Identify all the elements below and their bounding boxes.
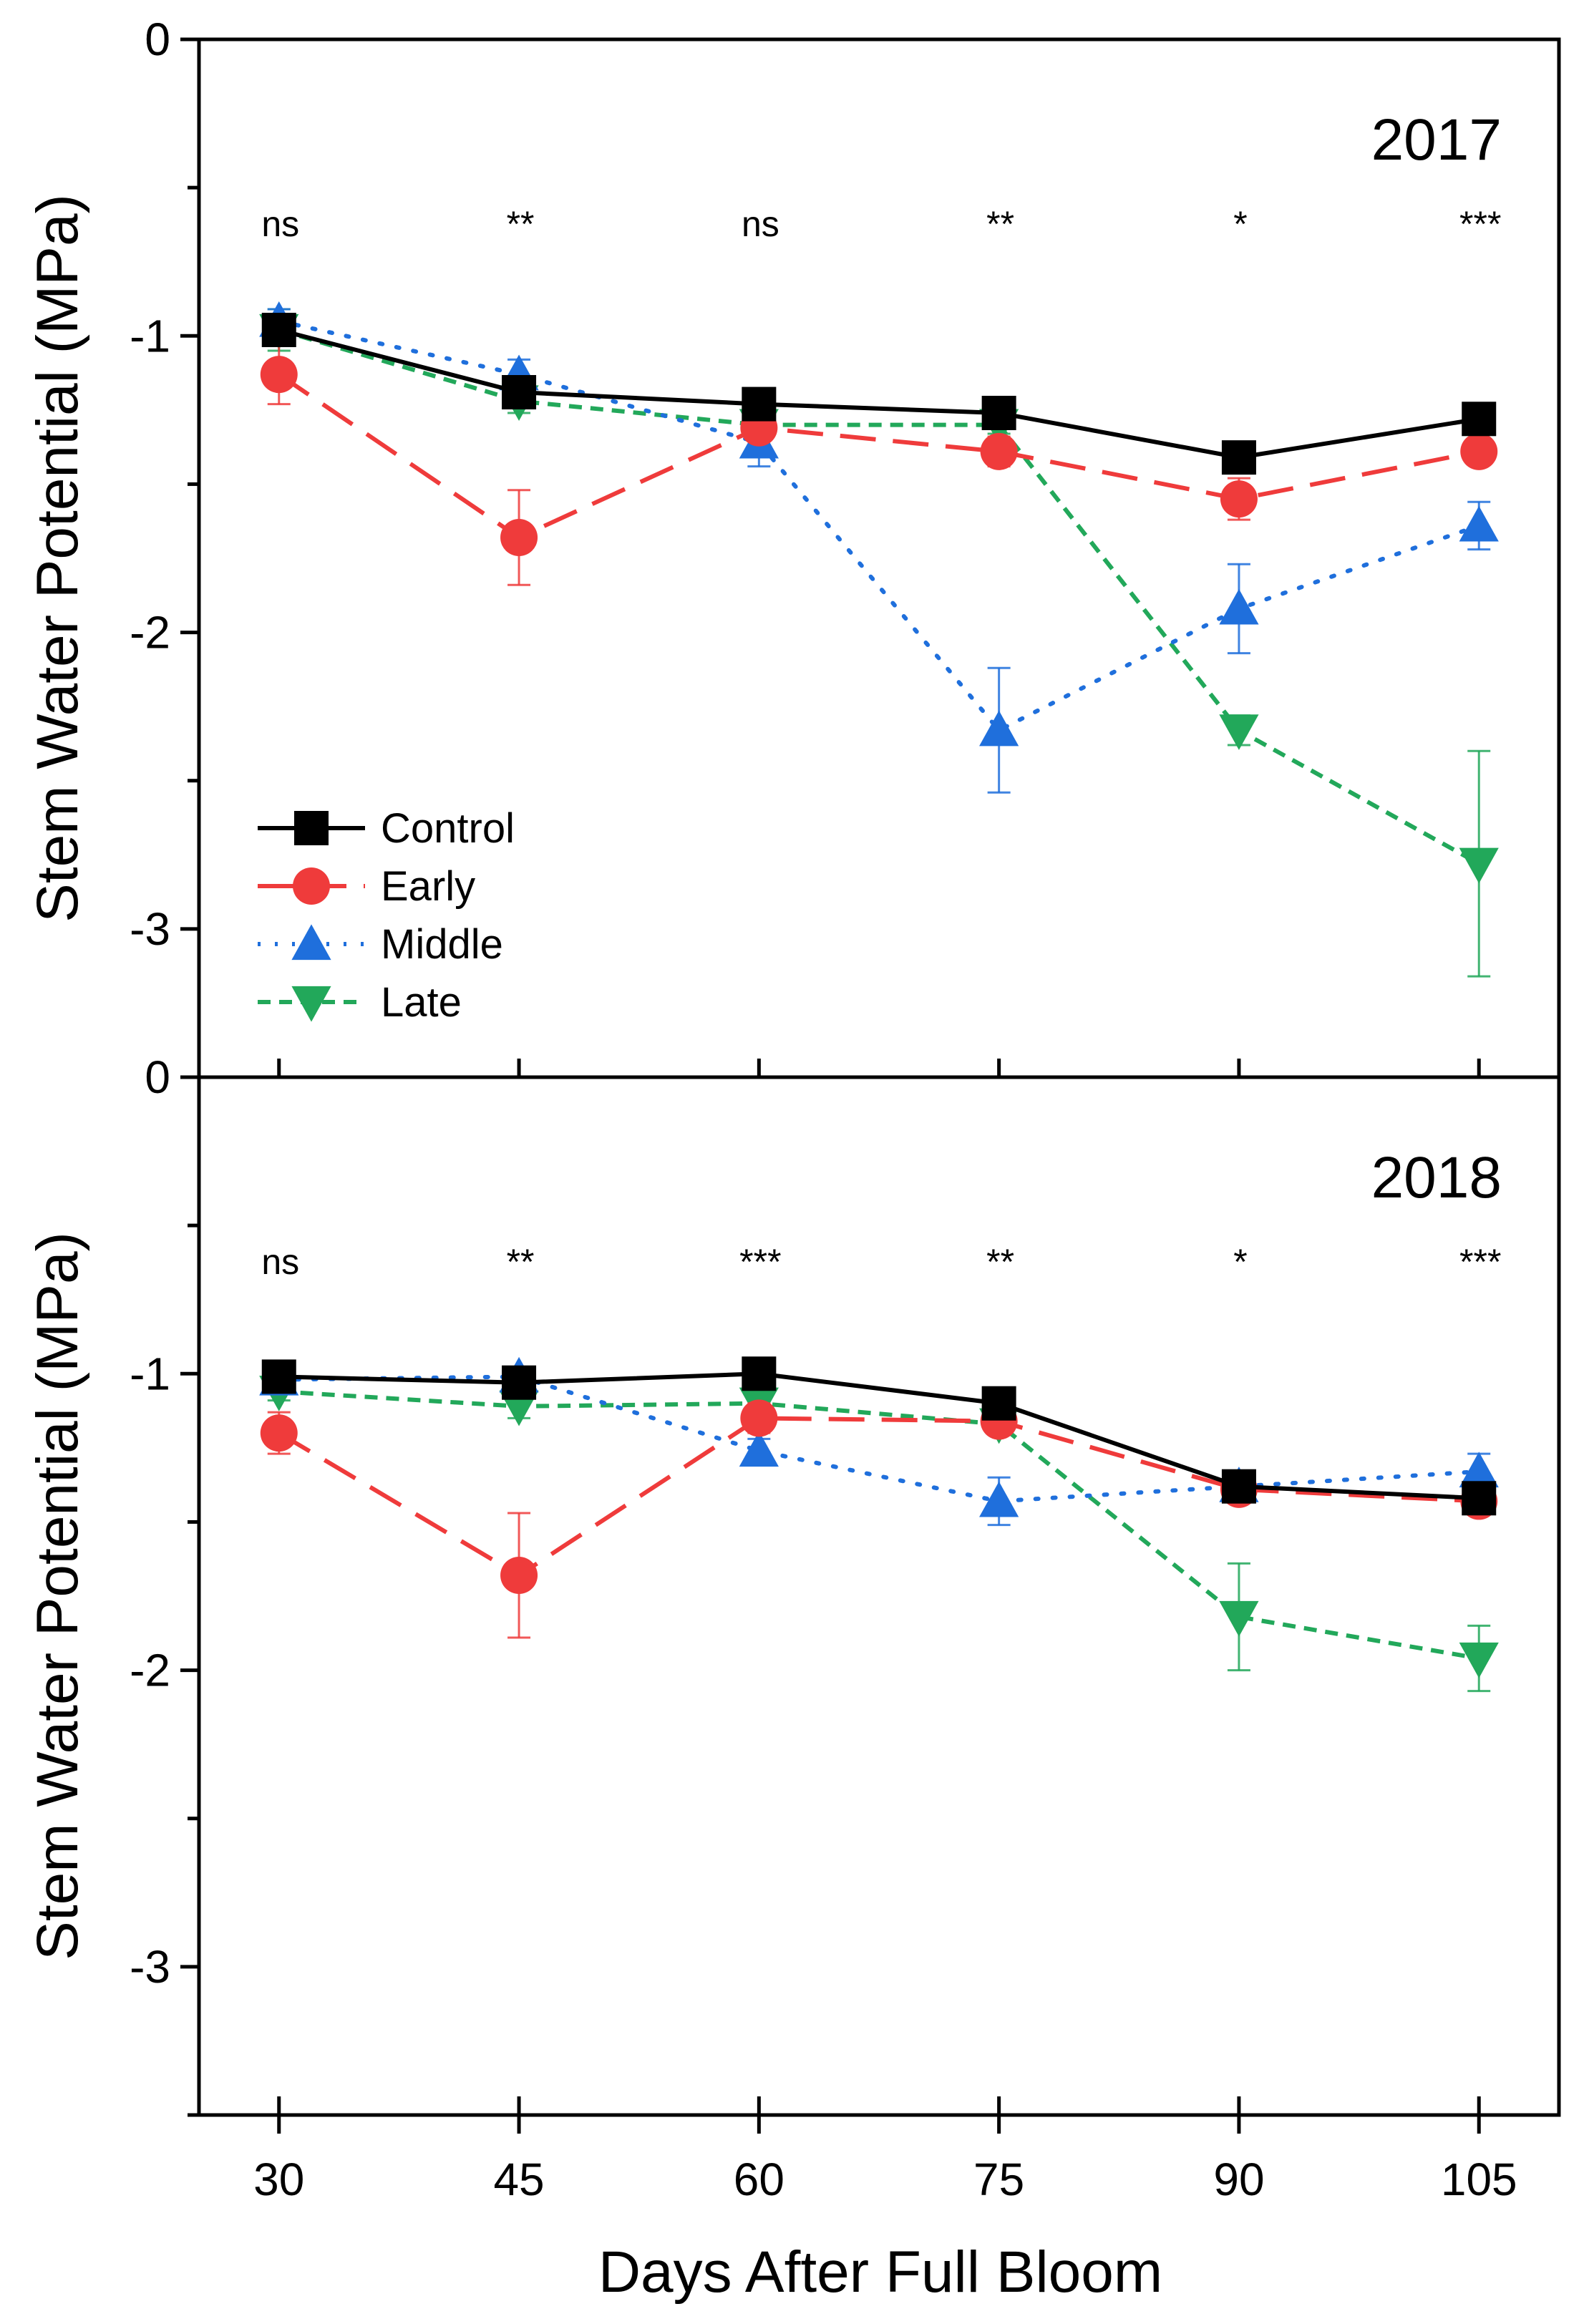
significance-label: *** <box>739 1242 781 1282</box>
panel-2017: 0 -1 -2 -3 Stem Water Potential (MPa) 2017 ns *… <box>25 14 1561 1079</box>
data-point-control <box>981 1386 1016 1421</box>
y-tick-label-top: 0 <box>145 14 170 65</box>
series-line-middle <box>276 1374 1482 1504</box>
data-point-early <box>1220 480 1258 518</box>
series-control <box>261 313 1497 475</box>
y-tick-label: -1 <box>130 310 170 361</box>
series-early <box>260 1399 1498 1639</box>
data-point-control <box>1462 402 1497 437</box>
data-point-late <box>1219 1600 1259 1637</box>
legend-label: Early <box>381 863 475 910</box>
y-tick-label: -2 <box>130 1645 170 1696</box>
y-axis-title: Stem Water Potential (MPa) <box>25 194 90 923</box>
y-tick-label: 0 <box>145 14 170 65</box>
series-control <box>261 1356 1497 1516</box>
legend-item-middle: Middle <box>258 921 503 968</box>
panel-2018: 0 -1 -2 -3 Stem Water Potential (MPa) 2018 ns *… <box>25 1051 1561 2117</box>
data-point-control <box>261 1359 296 1394</box>
data-point-late <box>1459 1642 1499 1678</box>
data-point-control <box>502 1365 537 1400</box>
x-tick-label: 30 <box>253 2154 304 2205</box>
series-line-control <box>278 1371 1479 1501</box>
data-point-control <box>1221 440 1256 475</box>
legend-marker <box>291 986 331 1022</box>
data-point-middle <box>1459 1452 1499 1488</box>
series-line-middle <box>276 319 1482 733</box>
x-axis-title: Days After Full Bloom <box>598 2240 1162 2305</box>
series-line-early <box>278 372 1479 540</box>
data-point-early <box>500 1557 538 1594</box>
data-point-late <box>1219 714 1259 750</box>
significance-label: ** <box>507 1242 535 1282</box>
data-point-control <box>742 386 777 422</box>
x-tick-label: 90 <box>1213 2154 1264 2205</box>
legend-item-early: Early <box>258 863 475 910</box>
y-axis-title: Stem Water Potential (MPa) <box>25 1232 90 1960</box>
data-point-middle <box>1459 505 1499 542</box>
data-point-control <box>1221 1469 1256 1504</box>
legend-marker <box>291 924 331 961</box>
legend-marker <box>293 867 330 905</box>
significance-label: ns <box>261 1242 299 1282</box>
significance-label: * <box>1233 1242 1247 1282</box>
y-tick-label: -1 <box>130 1348 170 1399</box>
data-point-control <box>1462 1481 1497 1516</box>
data-point-control <box>981 396 1016 430</box>
x-tick-label: 75 <box>973 2154 1024 2205</box>
legend-item-control: Control <box>258 805 515 852</box>
data-point-early <box>500 519 538 556</box>
significance-label: ** <box>507 204 535 244</box>
legend-marker <box>294 811 329 845</box>
significance-label: ** <box>986 204 1014 244</box>
y-tick-label: -3 <box>130 1941 170 1993</box>
y-tick-label: -2 <box>130 607 170 658</box>
significance-label: *** <box>1459 204 1501 244</box>
data-point-early <box>980 432 1018 470</box>
plot-frame <box>197 1075 1561 2117</box>
data-point-early <box>740 1399 778 1437</box>
data-point-control <box>502 375 537 409</box>
series-line-early <box>278 1416 1479 1577</box>
data-point-control <box>742 1356 777 1391</box>
significance-label: ns <box>261 204 299 244</box>
data-point-late <box>1459 847 1499 884</box>
series-line-late <box>278 1389 1479 1661</box>
significance-label: *** <box>1459 1242 1501 1282</box>
x-tick-label: 105 <box>1441 2154 1517 2205</box>
significance-label: ** <box>986 1242 1014 1282</box>
y-tick-label: -3 <box>130 903 170 955</box>
data-point-middle <box>979 710 1019 747</box>
data-point-early <box>260 1414 298 1452</box>
data-point-middle <box>739 1431 779 1467</box>
data-point-early <box>260 356 298 394</box>
x-tick-label: 60 <box>734 2154 784 2205</box>
significance-label: ns <box>742 204 779 244</box>
series-line-control <box>278 328 1479 460</box>
data-point-control <box>261 313 296 347</box>
legend: Control Early Middle Late <box>258 805 515 1026</box>
x-tick-label: 45 <box>493 2154 544 2205</box>
year-label: 2017 <box>1371 107 1502 172</box>
significance-label: * <box>1233 204 1247 244</box>
year-label: 2018 <box>1371 1145 1502 1210</box>
legend-label: Middle <box>381 921 503 968</box>
legend-label: Control <box>381 805 515 852</box>
data-point-middle <box>979 1481 1019 1517</box>
data-point-middle <box>1219 588 1259 625</box>
x-axis: 30 45 60 75 90 105 <box>253 2115 1517 2205</box>
legend-label: Late <box>381 979 462 1026</box>
legend-item-late: Late <box>258 979 462 1026</box>
series-line-late <box>278 328 1480 866</box>
data-point-early <box>1460 432 1498 470</box>
y-tick-label: 0 <box>145 1051 170 1103</box>
